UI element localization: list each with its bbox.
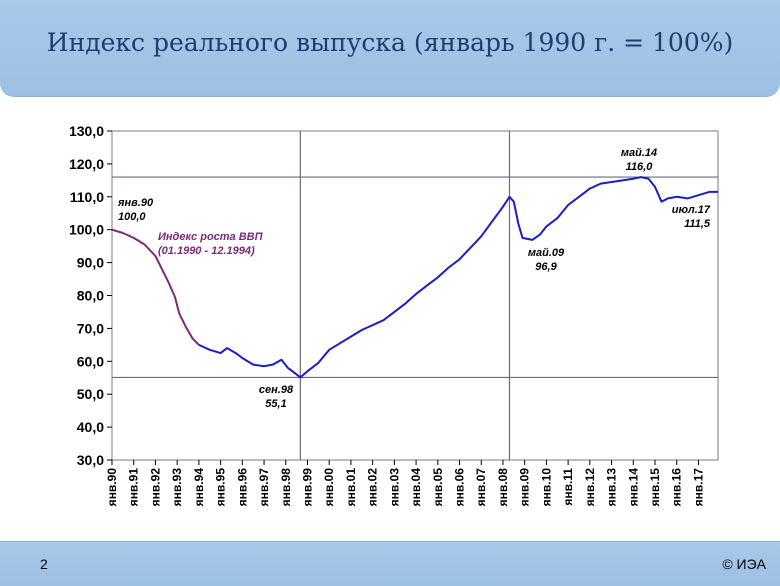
annotation-layer: янв.90 100,0 Индекс роста ВВП (01.1990 - 12…: [117, 147, 711, 410]
x-tick-label: янв.95: [214, 468, 228, 507]
x-tick-label: янв.08: [496, 468, 510, 507]
x-tick-label: янв.03: [387, 468, 401, 507]
x-tick-label: янв.98: [279, 468, 293, 507]
annotation-may14-line: май.14: [621, 147, 657, 159]
annotation-jan90-line: янв.90: [117, 197, 154, 209]
y-tick-label: 30,0: [77, 452, 104, 468]
y-tick-label: 100,0: [69, 222, 104, 238]
x-tick-label: янв.96: [235, 468, 249, 507]
x-tick-label: янв.06: [453, 468, 467, 507]
reference-lines: [112, 131, 718, 460]
x-tick-label: янв.97: [257, 468, 271, 507]
copyright: © ИЭА: [722, 556, 766, 572]
x-tick-label: янв.14: [626, 468, 640, 507]
y-axis-ticks: 30,0 40,0 50,0 60,0 70,0 80,0 90,0 100,0 110,0 12…: [69, 123, 112, 468]
x-tick-label: янв.05: [431, 468, 445, 507]
annotation-may09-line: 96,9: [535, 261, 557, 273]
annotation-may09-line: май.09: [528, 247, 565, 259]
x-tick-label: янв.00: [322, 468, 336, 507]
y-tick-label: 120,0: [69, 156, 104, 172]
annotation-jul17-line: июл.17: [672, 204, 711, 216]
y-tick-label: 90,0: [77, 255, 104, 271]
annotation-may14-line: 116,0: [626, 161, 654, 173]
annotation-gdp-line: Индекс роста ВВП: [158, 231, 264, 243]
x-tick-label: янв.93: [170, 468, 184, 507]
slide-number: 2: [40, 556, 48, 572]
page-title: Индекс реального выпуска (январь 1990 г.…: [46, 28, 734, 57]
x-tick-label: янв.04: [409, 468, 423, 507]
x-tick-label: янв.99: [300, 468, 314, 507]
y-tick-label: 40,0: [77, 419, 104, 435]
gdp-growth-series-line: [111, 228, 200, 346]
series-layer: [111, 176, 718, 379]
x-tick-label: янв.17: [691, 468, 705, 507]
footer-band: [0, 541, 780, 586]
x-tick-label: янв.16: [670, 468, 684, 507]
x-tick-label: янв.94: [192, 468, 206, 507]
y-tick-label: 70,0: [77, 320, 104, 336]
x-tick-label: янв.02: [366, 468, 380, 507]
x-tick-label: янв.92: [148, 468, 162, 507]
x-tick-label: янв.07: [474, 468, 488, 507]
annotation-jul17-line: 111,5: [684, 218, 711, 230]
header-band: [0, 0, 780, 97]
x-tick-label: янв.09: [518, 468, 532, 507]
x-tick-label: янв.01: [344, 468, 358, 507]
x-tick-label: янв.13: [605, 468, 619, 507]
y-tick-label: 60,0: [77, 353, 104, 369]
annotation-gdp-line: (01.1990 - 12.1994): [158, 245, 255, 257]
annotation-sep98-line: сен.98: [259, 384, 294, 396]
x-tick-label: янв.10: [539, 468, 553, 507]
x-tick-label: янв.90: [105, 468, 119, 507]
y-tick-label: 130,0: [69, 123, 104, 139]
y-tick-label: 110,0: [70, 189, 104, 205]
x-axis-ticks: янв.90 янв.91 янв.92 янв.93 янв.94 янв.95 янв.…: [105, 460, 705, 506]
y-tick-label: 80,0: [77, 288, 104, 304]
output-index-chart: 30,0 40,0 50,0 60,0 70,0 80,0 90,0 100,0 110,0 12…: [69, 123, 719, 506]
x-tick-label: янв.91: [127, 468, 141, 507]
annotation-jan90-line: 100,0: [118, 211, 146, 223]
annotation-sep98-line: 55,1: [265, 398, 286, 410]
x-tick-label: янв.11: [561, 468, 575, 506]
y-tick-label: 50,0: [77, 386, 104, 402]
x-tick-label: янв.15: [648, 468, 662, 507]
real-output-series-line: [198, 176, 718, 379]
x-tick-label: янв.12: [583, 468, 597, 507]
